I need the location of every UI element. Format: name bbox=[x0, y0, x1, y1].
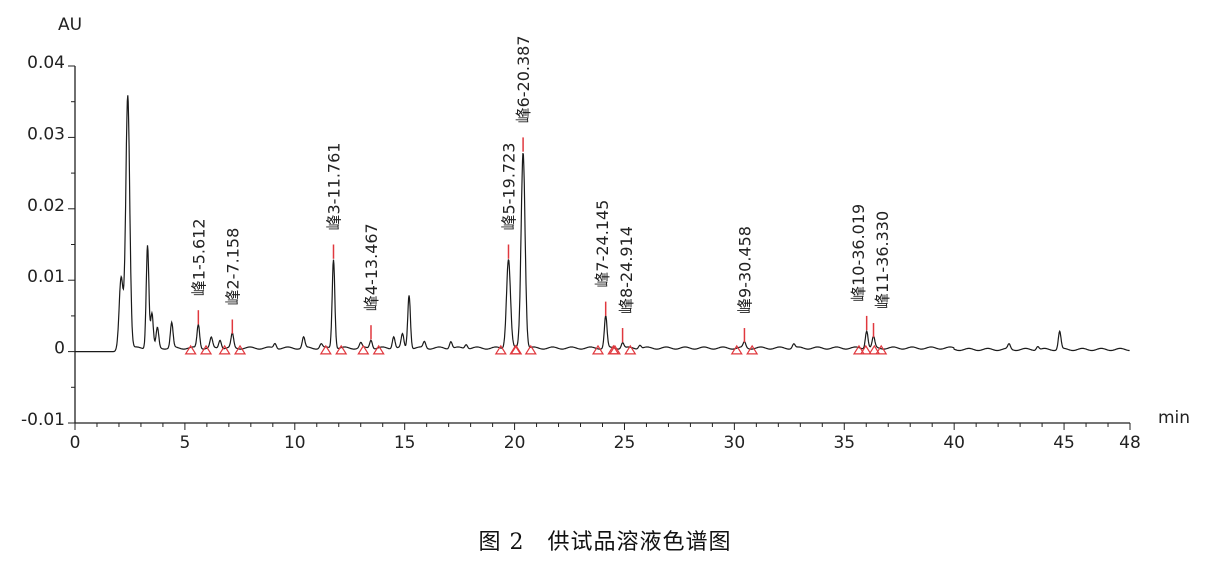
peak-boundary-marker bbox=[608, 344, 621, 355]
peak-label: 峰1-5.612 bbox=[189, 218, 208, 296]
y-tick-label: 0.02 bbox=[27, 196, 65, 216]
x-tick-label: 5 bbox=[179, 433, 190, 453]
y-tick-label: 0.01 bbox=[27, 267, 65, 287]
x-tick-label: 15 bbox=[394, 433, 416, 453]
x-tick-label: 45 bbox=[1053, 433, 1075, 453]
peak-label: 峰7-24.145 bbox=[593, 200, 612, 288]
x-axis-label: min bbox=[1158, 408, 1190, 428]
x-tick-label: 25 bbox=[614, 433, 636, 453]
x-tick-label: 48 bbox=[1119, 433, 1141, 453]
chromatogram-trace bbox=[75, 95, 1130, 353]
peak-boundary-marker bbox=[591, 344, 605, 355]
peak-boundary-marker bbox=[199, 344, 213, 355]
x-tick-label: 40 bbox=[943, 433, 965, 453]
x-tick-label: 30 bbox=[724, 433, 746, 453]
peak-boundary-marker bbox=[524, 344, 537, 355]
peak-label: 峰8-24.914 bbox=[617, 226, 636, 314]
peak-boundary-marker bbox=[730, 344, 743, 355]
peak-boundary-marker bbox=[372, 344, 385, 355]
peak-boundary-marker bbox=[852, 344, 866, 355]
peak-boundary-marker bbox=[624, 344, 637, 355]
peak-label: 峰11-36.330 bbox=[873, 211, 892, 309]
peak-label: 峰3-11.761 bbox=[325, 143, 344, 231]
peak-boundary-marker bbox=[319, 344, 332, 355]
peak-boundary-marker bbox=[233, 344, 247, 355]
peak-label: 峰10-36.019 bbox=[849, 204, 868, 302]
x-tick-label: 35 bbox=[833, 433, 855, 453]
peak-boundary-marker bbox=[868, 344, 881, 355]
y-tick-label: 0.04 bbox=[27, 53, 65, 73]
peak-boundary-marker bbox=[335, 344, 348, 355]
peak-label: 峰6-20.387 bbox=[514, 35, 533, 123]
peak-boundary-marker bbox=[509, 344, 522, 355]
peak-label: 峰5-19.723 bbox=[500, 143, 519, 231]
y-axis-label: AU bbox=[58, 15, 82, 35]
peak-boundary-marker bbox=[494, 344, 507, 355]
figure-caption: 图 2 供试品溶液色谱图 bbox=[478, 530, 732, 555]
y-tick-label: -0.01 bbox=[21, 410, 65, 430]
peak-label: 峰4-13.467 bbox=[362, 223, 381, 311]
peak-boundary-marker bbox=[357, 344, 370, 355]
peak-boundary-marker bbox=[746, 344, 759, 355]
x-tick-label: 20 bbox=[504, 433, 526, 453]
y-tick-label: 0.03 bbox=[27, 124, 65, 144]
x-tick-label: 10 bbox=[284, 433, 306, 453]
peak-label: 峰2-7.158 bbox=[223, 228, 242, 306]
peak-boundary-marker bbox=[184, 344, 197, 355]
peak-label: 峰9-30.458 bbox=[735, 226, 754, 314]
chromatogram-chart: AU min 0 5 10 15 20 25 30 35 40 45 48-0.0100.010.0… bbox=[21, 15, 1190, 453]
peak-boundary-marker bbox=[875, 344, 888, 355]
peak-boundary-marker bbox=[859, 344, 872, 355]
peak-boundary-marker bbox=[218, 344, 231, 355]
x-tick-label: 0 bbox=[70, 433, 81, 453]
y-tick-label: 0 bbox=[54, 339, 65, 359]
